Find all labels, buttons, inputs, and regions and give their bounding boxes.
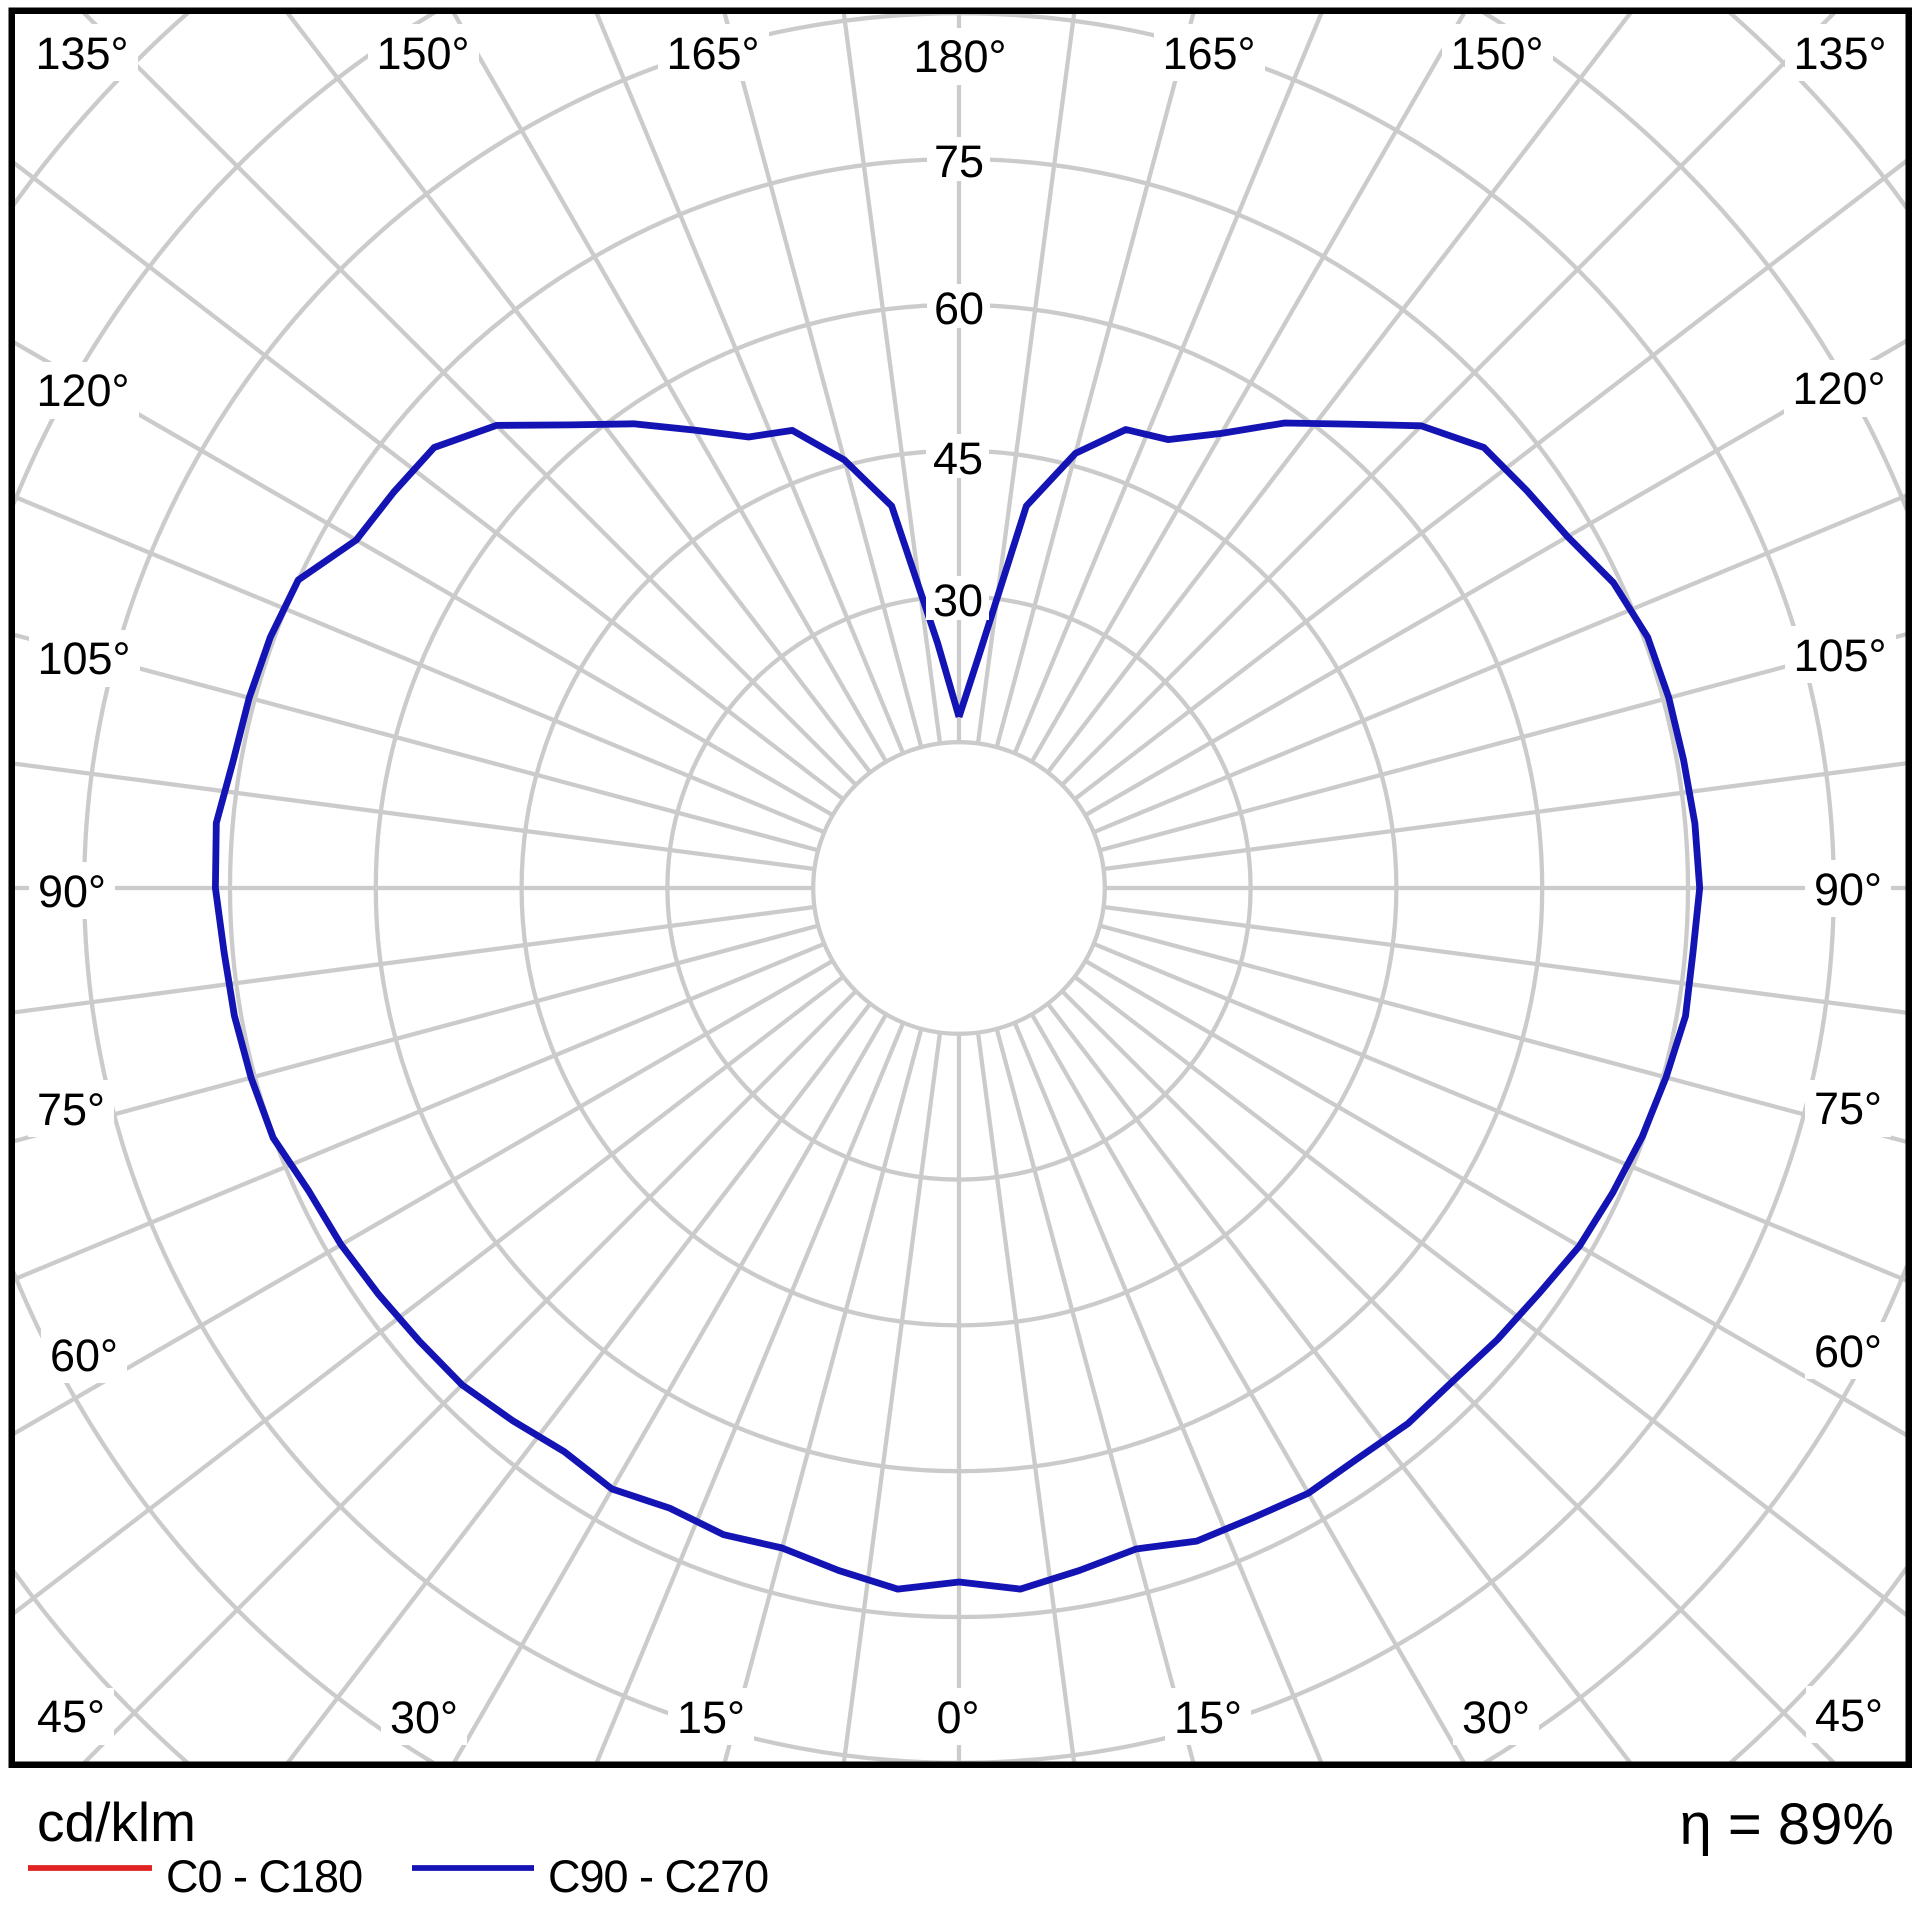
svg-text:150°: 150° bbox=[1450, 28, 1543, 79]
svg-text:75°: 75° bbox=[1814, 1083, 1882, 1134]
svg-text:30°: 30° bbox=[390, 1692, 458, 1743]
svg-text:60: 60 bbox=[934, 283, 984, 334]
svg-text:165°: 165° bbox=[666, 28, 759, 79]
svg-text:120°: 120° bbox=[1792, 363, 1885, 414]
svg-text:75°: 75° bbox=[37, 1084, 105, 1135]
svg-text:120°: 120° bbox=[36, 365, 129, 416]
svg-text:135°: 135° bbox=[1793, 28, 1886, 79]
svg-text:30°: 30° bbox=[1462, 1692, 1530, 1743]
svg-text:45°: 45° bbox=[37, 1691, 105, 1742]
svg-text:η = 89%: η = 89% bbox=[1680, 1792, 1894, 1857]
svg-text:105°: 105° bbox=[1793, 630, 1886, 681]
svg-text:15°: 15° bbox=[1174, 1692, 1242, 1743]
svg-text:0°: 0° bbox=[936, 1692, 979, 1743]
svg-text:75: 75 bbox=[934, 136, 984, 187]
svg-text:60°: 60° bbox=[50, 1330, 118, 1381]
svg-text:C90 - C270: C90 - C270 bbox=[548, 1851, 768, 1902]
svg-text:150°: 150° bbox=[376, 28, 469, 79]
svg-text:90°: 90° bbox=[38, 866, 106, 917]
svg-text:165°: 165° bbox=[1162, 28, 1255, 79]
svg-text:C0 - C180: C0 - C180 bbox=[166, 1851, 362, 1902]
svg-text:45°: 45° bbox=[1815, 1690, 1883, 1741]
svg-text:45: 45 bbox=[933, 433, 983, 484]
svg-text:30: 30 bbox=[933, 575, 983, 626]
svg-text:15°: 15° bbox=[677, 1692, 745, 1743]
svg-text:135°: 135° bbox=[35, 28, 128, 79]
svg-text:60°: 60° bbox=[1814, 1326, 1882, 1377]
svg-text:cd/klm: cd/klm bbox=[37, 1791, 196, 1853]
svg-text:105°: 105° bbox=[37, 633, 130, 684]
svg-text:180°: 180° bbox=[913, 31, 1006, 82]
svg-text:90°: 90° bbox=[1814, 864, 1882, 915]
